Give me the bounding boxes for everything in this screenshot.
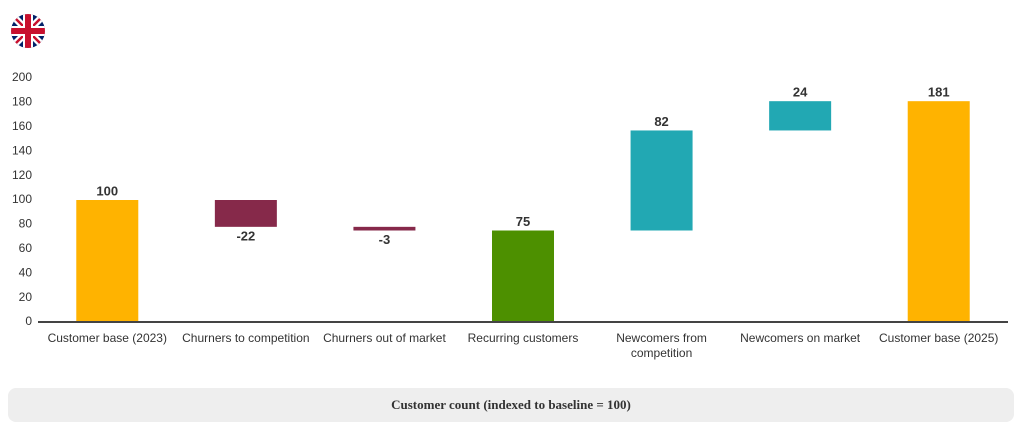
- value-label: 24: [793, 85, 808, 100]
- y-tick-label: 120: [12, 168, 32, 182]
- y-tick-label: 200: [12, 70, 32, 84]
- y-tick-label: 80: [19, 217, 33, 231]
- value-label: 100: [96, 183, 118, 198]
- flag-icon: [11, 14, 45, 48]
- bar: [907, 101, 970, 323]
- x-tick-label: Churners to competition: [182, 331, 310, 345]
- value-label: 82: [654, 114, 668, 129]
- value-label: -22: [236, 228, 255, 243]
- x-tick-label: Churners out of market: [323, 331, 446, 345]
- value-label: 181: [928, 85, 950, 100]
- y-tick-label: 40: [19, 265, 33, 279]
- value-label: 75: [516, 214, 530, 229]
- bar: [214, 200, 277, 227]
- bar: [769, 101, 832, 131]
- y-tick-label: 0: [25, 314, 32, 328]
- y-tick-label: 160: [12, 119, 32, 133]
- bar: [630, 130, 693, 231]
- x-tick-label: Recurring customers: [467, 331, 579, 345]
- x-tick-label: Customer base (2023): [47, 331, 167, 345]
- x-tick-label: Newcomers on market: [740, 331, 861, 345]
- bar: [76, 200, 139, 322]
- x-tick-label: Customer base (2025): [879, 331, 999, 345]
- y-tick-label: 20: [19, 290, 33, 304]
- bar: [492, 230, 554, 322]
- y-tick-label: 180: [12, 95, 32, 109]
- x-axis-label: Customer count (indexed to baseline = 10…: [8, 388, 1014, 422]
- y-tick-label: 100: [12, 192, 32, 206]
- value-label: -3: [379, 232, 391, 247]
- y-tick-label: 140: [12, 143, 32, 157]
- y-tick-label: 60: [19, 241, 33, 255]
- bar: [353, 226, 416, 231]
- x-tick-label: Newcomers from competition: [616, 331, 707, 360]
